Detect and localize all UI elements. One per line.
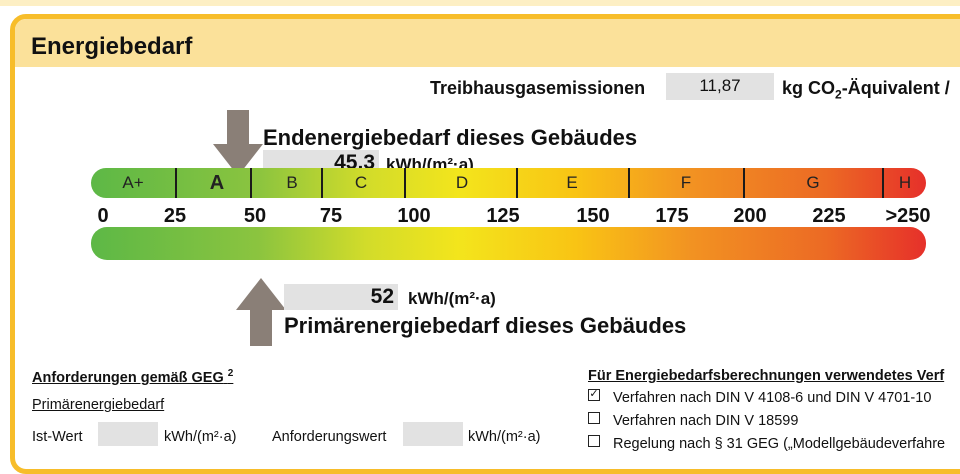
method-1-checkbox[interactable]: ✓ <box>588 388 600 401</box>
scale-number: 175 <box>655 205 689 227</box>
ist-wert-label: Ist-Wert <box>32 429 83 445</box>
class-label-d: D <box>455 173 469 192</box>
scale-number: >250 <box>885 205 931 227</box>
class-label-e: E <box>566 173 578 192</box>
class-label-g: G <box>806 173 820 192</box>
method-1-label: Verfahren nach DIN V 4108-6 und DIN V 47… <box>613 390 932 406</box>
requirements-heading: Anforderungen gemäß GEG 2 <box>32 368 234 386</box>
ist-wert-unit: kWh/(m²·a) <box>164 429 237 445</box>
scale-number: 0 <box>97 205 109 227</box>
anforderungswert-label: Anforderungswert <box>272 429 387 445</box>
class-label-h: H <box>898 173 912 192</box>
emissions-label: Treibhausgasemissionen <box>430 78 646 98</box>
scale-number: 25 <box>163 205 187 227</box>
class-divider <box>882 168 884 198</box>
method-3-checkbox[interactable] <box>588 435 600 447</box>
emissions-value-box <box>666 73 774 100</box>
requirements-subheading: Primärenergiebedarf <box>32 397 165 413</box>
scale-number: 50 <box>243 205 267 227</box>
primaerenergie-unit: kWh/(m²·a) <box>408 289 496 308</box>
primaerenergie-value-box <box>284 284 398 310</box>
anforderungswert-field[interactable] <box>403 422 463 446</box>
class-label-a-plus: A+ <box>122 173 144 192</box>
anforderungswert-unit: kWh/(m²·a) <box>468 429 541 445</box>
scale-number: 75 <box>319 205 343 227</box>
class-divider <box>250 168 252 198</box>
scale-number: 225 <box>812 205 846 227</box>
method-2-checkbox[interactable] <box>588 412 600 424</box>
scale-number: 125 <box>486 205 520 227</box>
class-divider <box>404 168 406 198</box>
ist-wert-field[interactable] <box>98 422 158 446</box>
method-2-label: Verfahren nach DIN V 18599 <box>613 413 799 429</box>
scale-number: 200 <box>733 205 767 227</box>
section-title: Energiebedarf <box>31 33 193 60</box>
class-label-f: F <box>680 173 692 192</box>
emissions-value: 11,87 <box>699 76 741 95</box>
class-divider <box>628 168 630 198</box>
class-label-c: C <box>354 173 368 192</box>
endenergie-arrow-icon <box>213 110 263 176</box>
class-label-b: B <box>286 173 298 192</box>
methods-heading: Für Energiebedarfsberechnungen verwendet… <box>588 368 945 384</box>
class-label-a: A <box>209 172 225 194</box>
emissions-unit: kg CO2-Äquivalent / <box>782 78 950 102</box>
energy-class-scale: A+ A B C D E F G H <box>91 168 926 198</box>
section-header: Energiebedarf <box>15 19 960 67</box>
primaerenergie-title: Primärenergiebedarf dieses Gebäudes <box>284 313 687 338</box>
class-divider <box>516 168 518 198</box>
primaerenergie-value: 52 <box>370 285 394 308</box>
primary-energy-scale <box>91 227 926 260</box>
top-strip <box>0 0 960 6</box>
method-3-label: Regelung nach § 31 GEG („Modellgebäudeve… <box>613 436 946 452</box>
class-divider <box>175 168 177 198</box>
scale-number: 150 <box>576 205 610 227</box>
endenergie-title: Endenergiebedarf dieses Gebäudes <box>263 125 638 150</box>
primaerenergie-arrow-icon <box>236 278 286 346</box>
scale-number: 100 <box>397 205 431 227</box>
class-divider <box>743 168 745 198</box>
class-divider <box>321 168 323 198</box>
